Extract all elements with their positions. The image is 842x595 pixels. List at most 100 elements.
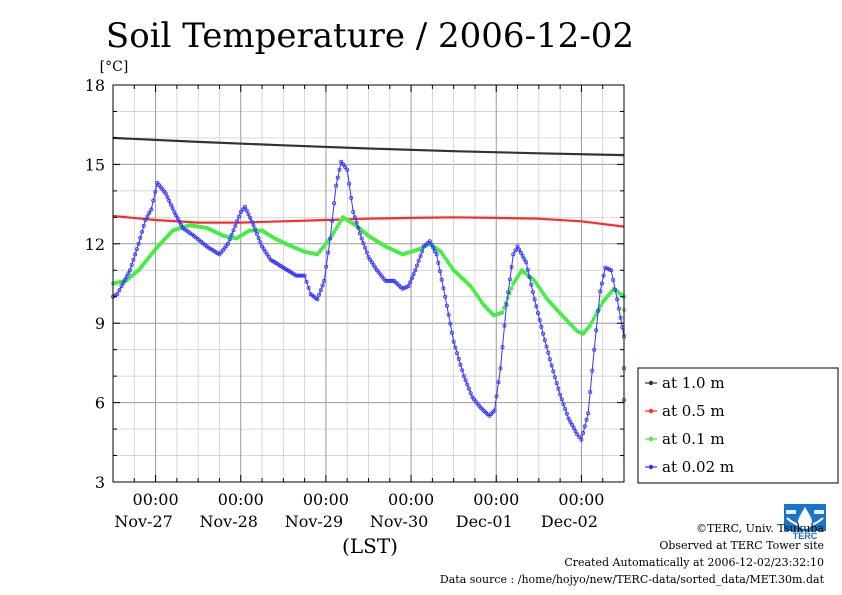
data-point [322, 278, 327, 283]
data-point [598, 289, 603, 294]
data-point [547, 357, 552, 362]
data-point [446, 312, 451, 317]
data-point [253, 227, 258, 232]
data-point [136, 241, 141, 246]
data-point [369, 260, 374, 265]
data-point [551, 369, 556, 374]
data-point [492, 408, 497, 413]
data-point [524, 260, 529, 265]
data-point [246, 212, 251, 217]
data-point [352, 215, 357, 220]
legend: at 1.0 m at 0.5 m at 0.1 m at 0.02 m [637, 367, 839, 484]
y-tick-label: 6 [95, 394, 105, 413]
data-point [588, 389, 593, 394]
data-point [167, 198, 172, 203]
data-point [175, 216, 180, 221]
data-point [437, 269, 442, 274]
data-point [618, 315, 623, 320]
data-point [429, 242, 434, 247]
data-point [357, 231, 362, 236]
data-point [122, 277, 127, 282]
legend-box [637, 367, 839, 484]
x-tick-date-label: Dec-01 [456, 512, 513, 531]
data-point [263, 249, 268, 254]
series-at-0-02-m [111, 159, 627, 442]
data-point [458, 362, 463, 367]
data-point [302, 273, 307, 278]
data-point [594, 328, 599, 333]
data-point [589, 320, 594, 325]
data-point [474, 292, 479, 297]
terc-logo-text: TERC [793, 531, 818, 540]
data-point [444, 303, 449, 308]
data-point [566, 416, 571, 421]
data-point [351, 209, 356, 214]
data-point [236, 214, 241, 219]
data-point [318, 288, 323, 293]
data-point [442, 254, 447, 259]
data-point [570, 422, 575, 427]
data-point [390, 278, 395, 283]
data-point [363, 245, 368, 250]
data-point [581, 430, 586, 435]
data-point [456, 356, 461, 361]
data-point [502, 323, 507, 328]
data-point [300, 273, 305, 278]
data-point [402, 285, 407, 290]
data-point [115, 292, 120, 297]
data-point [345, 167, 350, 172]
data-point [603, 265, 608, 270]
legend-swatch-marker [648, 464, 654, 470]
data-point [516, 273, 521, 278]
data-point [517, 247, 522, 252]
series-line [112, 136, 625, 157]
data-point [149, 207, 154, 212]
legend-swatch-marker [648, 436, 654, 442]
data-point [225, 241, 230, 246]
data-point [320, 283, 325, 288]
data-point [326, 250, 331, 255]
data-point [444, 257, 449, 262]
data-point [229, 232, 234, 237]
data-point [227, 237, 232, 242]
data-point [468, 284, 473, 289]
data-point [127, 268, 132, 273]
data-point [330, 218, 335, 223]
data-point [613, 287, 618, 292]
footer-copyright: ©TERC, Univ. Tsukuba [695, 522, 824, 535]
series-at-1-0-m [112, 136, 625, 157]
data-point [460, 368, 465, 373]
data-point [133, 252, 138, 257]
data-point [409, 276, 414, 281]
data-point [235, 219, 240, 224]
data-point [587, 323, 592, 328]
data-point [522, 257, 527, 262]
data-point [129, 262, 134, 267]
data-point [601, 273, 606, 278]
data-point [163, 191, 168, 196]
data-point [317, 292, 322, 297]
terc-logo: TERC [784, 504, 826, 544]
data-point [554, 380, 559, 385]
data-point [586, 411, 591, 416]
data-point [337, 167, 342, 172]
data-point [616, 306, 621, 311]
data-point [591, 316, 596, 321]
data-point [502, 305, 507, 310]
data-point [354, 220, 359, 225]
data-point [126, 271, 131, 276]
data-point [233, 223, 238, 228]
data-point [248, 215, 253, 220]
axis-ticks: 3 6 9 12 15 18 00:00 Nov-27 00:00 Nov-28 00:00 Nov-… [85, 76, 625, 531]
data-point [455, 351, 460, 356]
data-point [577, 434, 582, 439]
data-point [168, 202, 173, 207]
data-point [461, 374, 466, 379]
data-point [532, 278, 537, 283]
data-point [349, 195, 354, 200]
data-point [431, 245, 436, 250]
data-point [546, 350, 551, 355]
data-point [331, 230, 336, 235]
data-point [134, 247, 139, 252]
footer-created: Created Automatically at 2006-12-02/23:3… [564, 556, 824, 569]
